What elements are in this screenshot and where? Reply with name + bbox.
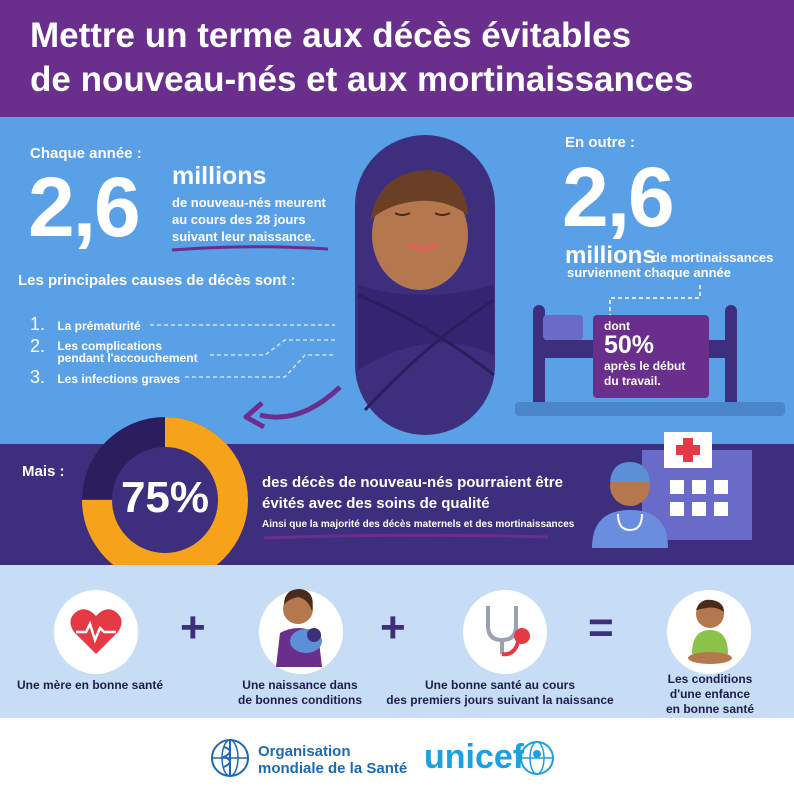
left-description: de nouveau-nés meurent au cours des 28 j… [172, 194, 326, 245]
label-newborn-1: Une bonne santé au cours [424, 678, 576, 692]
swaddled-baby-illustration [243, 135, 495, 435]
label-birth: Une naissance dans de bonnes conditions [210, 678, 390, 708]
who-line-2: mondiale de la Santé [258, 760, 408, 777]
label-birth-1: Une naissance dans [242, 678, 358, 692]
title-line-2: de nouveau-nés et aux mortinaissances [30, 60, 694, 99]
unicef-logo-text: unicef [424, 738, 525, 776]
title-line-1: Mettre un terme aux décès évitables [30, 16, 632, 55]
who-logo-text: Organisation mondiale de la Santé [258, 743, 407, 777]
left-desc-3: suivant leur naissance. [172, 229, 316, 244]
left-number: 2,6 [28, 160, 141, 254]
header-banner [0, 0, 794, 117]
unicef-emblem-icon [520, 741, 554, 775]
mais-line-2: évités avec des soins de qualité [262, 495, 490, 512]
plus-sign-2: + [380, 603, 406, 652]
right-desc-1: de mortinaissances [652, 250, 774, 265]
child-icon [688, 599, 732, 664]
callout-line-1: après le début [604, 359, 686, 373]
hospital-doctor-illustration [592, 432, 752, 548]
callout-dont: dont [604, 319, 630, 333]
newborn-health-circle [463, 590, 547, 674]
stethoscope-icon [486, 606, 530, 657]
cause-item-1: 1. La prématurité [30, 314, 141, 335]
right-intro: En outre : [565, 134, 635, 151]
mais-underline [263, 533, 549, 540]
right-unit: millions [565, 242, 656, 269]
callout-text: après le début du travail. [604, 359, 685, 389]
left-intro: Chaque année : [30, 145, 142, 162]
label-child-2: d'une enfance [669, 687, 751, 701]
heart-icon [70, 609, 122, 654]
label-newborn-2: des premiers jours suivant la naissance [386, 693, 614, 707]
label-child: Les conditions d'une enfance en bonne sa… [640, 672, 780, 717]
label-child-3: en bonne santé [665, 702, 754, 716]
cause-num-3: 3. [30, 367, 46, 387]
label-mother: Une mère en bonne santé [16, 678, 164, 692]
callout-line-2: du travail. [604, 374, 661, 388]
mais-sub: Ainsi que la majorité des décès maternel… [262, 519, 575, 530]
label-child-1: Les conditions [667, 672, 753, 686]
cause-text-2b: pendant l'accouchement [57, 351, 198, 365]
left-unit: millions [172, 162, 267, 190]
mais-line-1: des décès de nouveau-nés pourraient être [262, 474, 563, 491]
label-birth-2: de bonnes conditions [237, 693, 362, 707]
underline-stroke [171, 245, 329, 252]
left-desc-1: de nouveau-nés meurent [172, 195, 326, 210]
causes-dashed-lines [150, 324, 335, 378]
cause-item-3: 3. Les infections graves [30, 367, 180, 388]
cause-text-3: Les infections graves [57, 372, 181, 386]
callout-percent: 50% [604, 331, 655, 359]
label-newborn-health: Une bonne santé au cours des premiers jo… [380, 678, 620, 708]
who-line-1: Organisation [258, 743, 351, 760]
cause-num-1: 1. [30, 314, 46, 334]
cause-text-2a: Les complications [57, 339, 163, 353]
mais-text: des décès de nouveau-nés pourraient être… [262, 472, 563, 514]
stillbirth-callout-box [593, 315, 709, 398]
right-number: 2,6 [562, 150, 675, 244]
right-desc-2: surviennent chaque année [567, 265, 731, 280]
left-desc-2: au cours des 28 jours [172, 212, 306, 227]
cause-num-2: 2. [30, 336, 46, 356]
causes-heading: Les principales causes de décès sont : [18, 272, 296, 289]
equals-sign: = [588, 603, 614, 652]
plus-sign-1: + [180, 603, 206, 652]
donut-percent-label: 75% [120, 473, 210, 522]
who-emblem-icon [211, 739, 249, 777]
mother-baby-icon [276, 589, 322, 667]
mais-label: Mais : [22, 463, 65, 480]
cause-text-1: La prématurité [57, 319, 141, 333]
cause-item-2: 2. Les complications pendant l'accouchem… [30, 336, 198, 365]
page-title: Mettre un terme aux décès évitables de n… [30, 14, 770, 102]
footer-logos [0, 718, 794, 793]
